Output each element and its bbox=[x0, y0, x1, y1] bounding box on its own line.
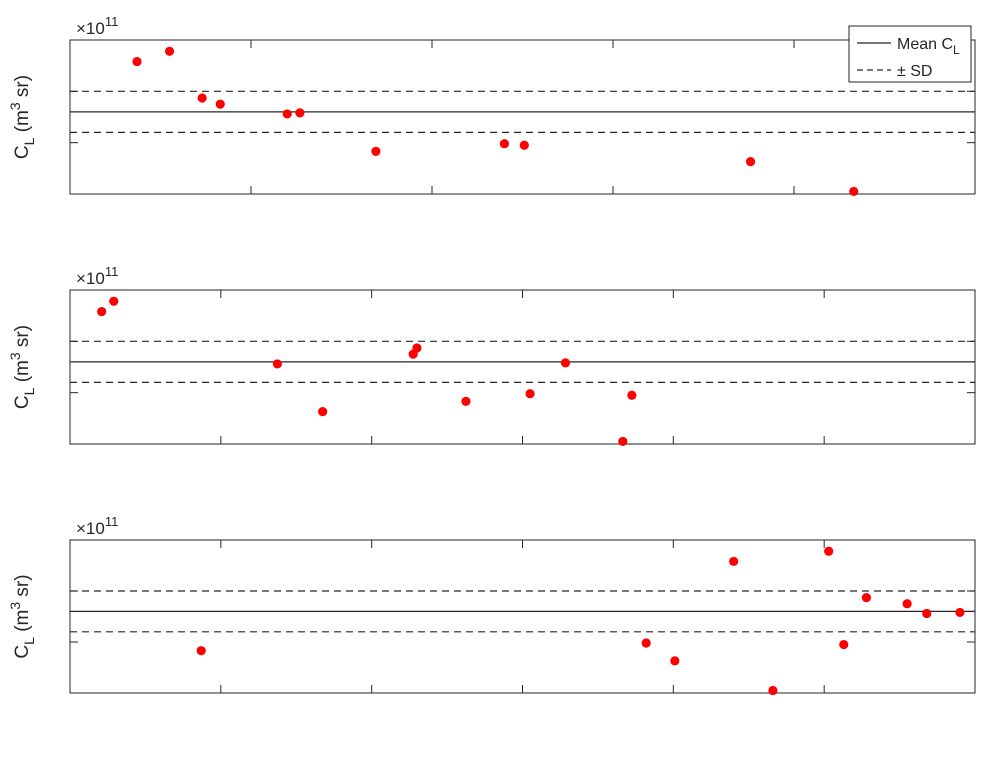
y-exponent-label: ×1011 bbox=[76, 514, 118, 538]
y-axis-label: CL (m3 sr) bbox=[7, 325, 37, 409]
data-point bbox=[849, 186, 859, 197]
data-point bbox=[670, 656, 680, 666]
data-point bbox=[295, 108, 305, 118]
panel-c: ×1011 CL (m3 sr) bbox=[7, 514, 976, 696]
y-axis-label: CL (m3 sr) bbox=[7, 574, 37, 658]
data-point bbox=[318, 407, 328, 417]
data-point bbox=[164, 46, 175, 56]
data-point bbox=[272, 359, 282, 369]
panel-a: ×1011 CL (m3 sr) Mean CL ± SD bbox=[7, 14, 976, 197]
data-point bbox=[525, 389, 535, 399]
data-point bbox=[627, 390, 637, 400]
data-point bbox=[861, 593, 872, 603]
data-point bbox=[729, 556, 739, 567]
y-exponent-label: ×1011 bbox=[76, 264, 118, 288]
data-point bbox=[109, 296, 119, 306]
data-point bbox=[839, 639, 849, 650]
data-point bbox=[412, 343, 422, 353]
data-point bbox=[519, 140, 529, 150]
data-point bbox=[618, 436, 628, 447]
legend-box bbox=[848, 25, 972, 83]
data-point bbox=[215, 99, 225, 109]
legend-label: ± SD bbox=[897, 63, 932, 80]
data-point bbox=[824, 546, 834, 556]
data-point bbox=[641, 638, 651, 648]
axes-box bbox=[69, 539, 976, 694]
legend-label: Mean CL bbox=[897, 36, 960, 57]
data-point bbox=[461, 396, 471, 406]
axes-box bbox=[69, 289, 976, 445]
panel-b: ×1011 CL (m3 sr) bbox=[7, 264, 976, 447]
data-point bbox=[97, 306, 107, 317]
data-point bbox=[902, 599, 912, 609]
data-point bbox=[768, 685, 778, 696]
data-point bbox=[955, 607, 965, 618]
data-point bbox=[560, 358, 571, 368]
data-point bbox=[196, 646, 206, 656]
y-exponent-label: ×1011 bbox=[76, 14, 118, 38]
data-point bbox=[371, 146, 381, 156]
data-point bbox=[132, 56, 142, 67]
data-point bbox=[922, 608, 932, 619]
data-point bbox=[499, 139, 509, 149]
data-point bbox=[745, 157, 756, 167]
data-point bbox=[197, 93, 207, 103]
axes-box bbox=[69, 39, 976, 195]
legend: Mean CL ± SD bbox=[848, 25, 972, 83]
data-point bbox=[282, 109, 292, 119]
y-axis-label: CL (m3 sr) bbox=[7, 75, 37, 159]
